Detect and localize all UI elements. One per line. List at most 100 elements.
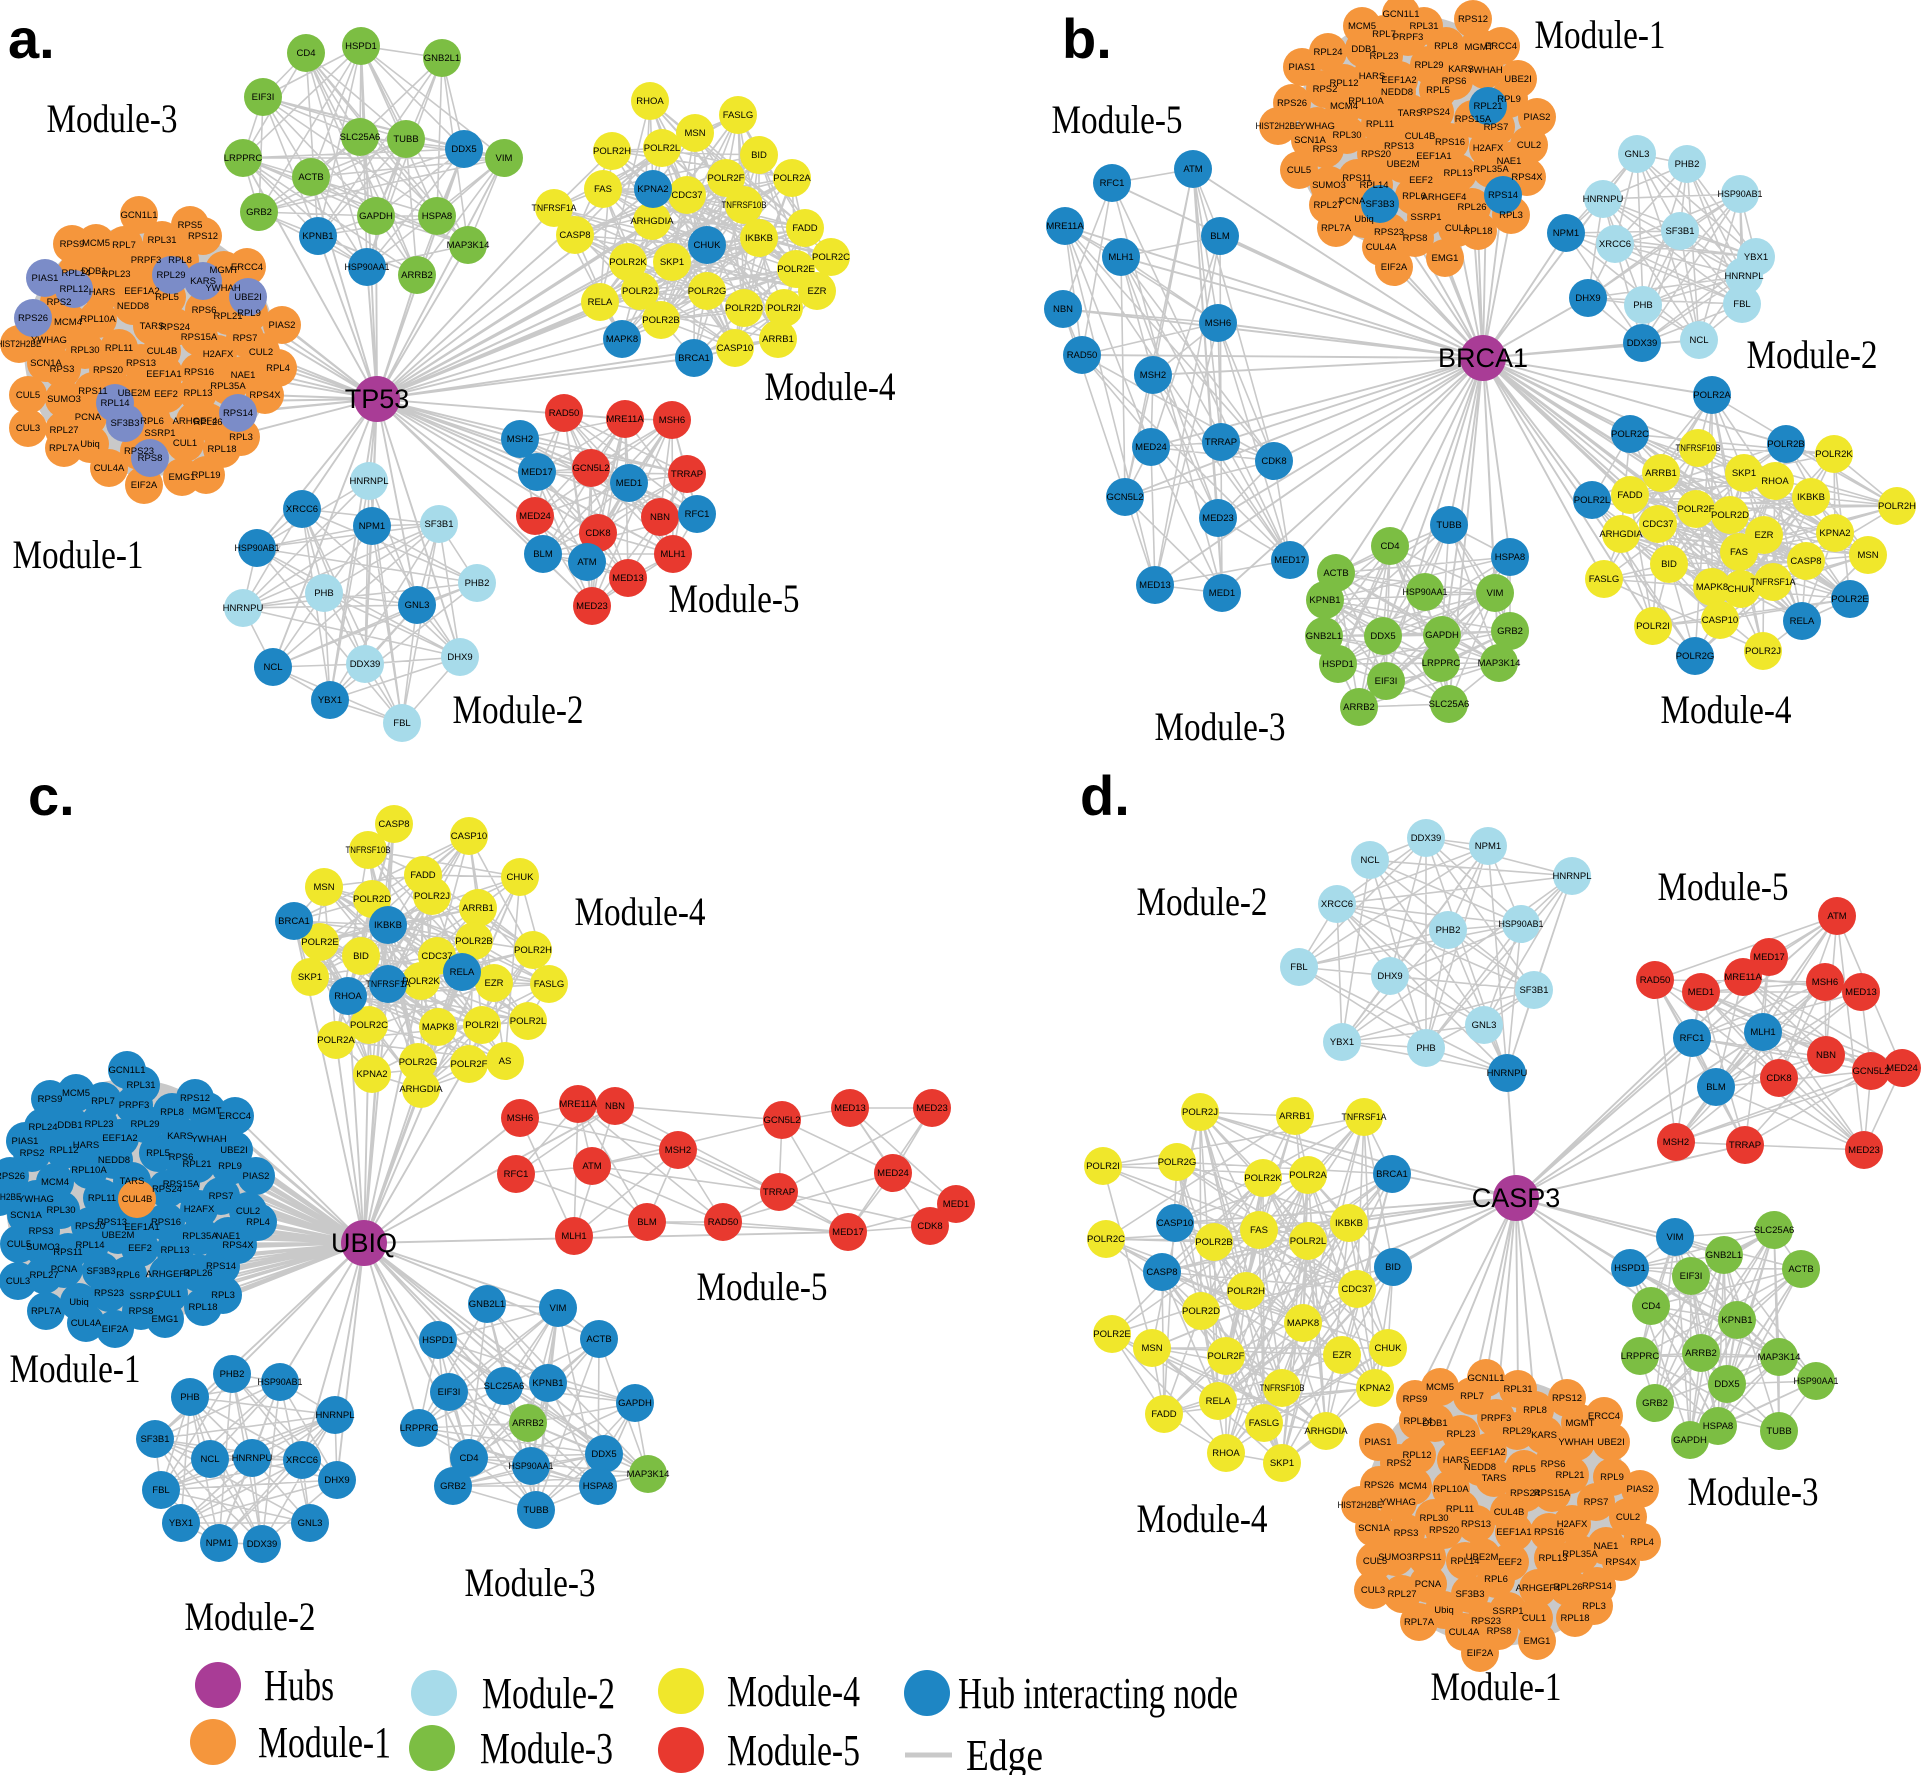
svg-text:RPL31: RPL31 — [1503, 1384, 1532, 1395]
svg-text:TNFRSF1A: TNFRSF1A — [532, 203, 578, 214]
svg-text:HSPA8: HSPA8 — [422, 211, 452, 222]
svg-text:RPS20: RPS20 — [1361, 149, 1391, 160]
svg-text:RPL7: RPL7 — [1372, 29, 1396, 40]
svg-text:CUL3: CUL3 — [6, 1276, 30, 1287]
svg-text:MSH2: MSH2 — [1663, 1137, 1689, 1148]
svg-text:EIF3I: EIF3I — [1680, 1271, 1703, 1282]
svg-text:TUBB: TUBB — [393, 134, 418, 145]
svg-text:CUL4A: CUL4A — [1449, 1627, 1480, 1638]
svg-text:POLR2K: POLR2K — [1244, 1173, 1282, 1184]
svg-text:SSRP1: SSRP1 — [144, 428, 175, 439]
svg-text:FAS: FAS — [1730, 547, 1748, 558]
svg-text:FAS: FAS — [1250, 1225, 1268, 1236]
svg-text:RPS4X: RPS4X — [222, 1240, 254, 1251]
svg-text:RPL30: RPL30 — [70, 345, 99, 356]
svg-text:RPL29: RPL29 — [130, 1119, 159, 1130]
svg-text:TNFRSF10B: TNFRSF10B — [1260, 1383, 1305, 1394]
svg-text:HNRNPL: HNRNPL — [315, 1410, 354, 1421]
svg-text:TRRAP: TRRAP — [1729, 1140, 1761, 1151]
svg-text:ATM: ATM — [577, 557, 596, 568]
svg-text:MED24: MED24 — [519, 511, 551, 522]
svg-text:VIM: VIM — [496, 153, 513, 164]
svg-text:RPL26: RPL26 — [1553, 1582, 1582, 1593]
svg-text:RPL7A: RPL7A — [1321, 223, 1352, 234]
svg-text:POLR2L: POLR2L — [644, 143, 680, 154]
svg-text:RPL13: RPL13 — [1443, 168, 1472, 179]
svg-text:DDB1: DDB1 — [1351, 44, 1376, 55]
svg-text:MGMT: MGMT — [209, 265, 238, 276]
svg-text:CASP10: CASP10 — [451, 831, 487, 842]
svg-text:H2AFX: H2AFX — [1473, 143, 1504, 154]
svg-text:POLR2C: POLR2C — [1611, 429, 1649, 440]
svg-text:TNFRSF1A: TNFRSF1A — [366, 979, 412, 990]
svg-text:RPS24: RPS24 — [152, 1184, 182, 1195]
svg-text:RPL11: RPL11 — [1446, 1504, 1474, 1515]
svg-text:MSH2: MSH2 — [665, 1145, 691, 1156]
svg-text:MSH6: MSH6 — [1812, 977, 1838, 988]
svg-text:CUL5: CUL5 — [1287, 165, 1311, 176]
svg-text:UBIQ: UBIQ — [331, 1228, 397, 1258]
svg-text:EMG1: EMG1 — [1524, 1636, 1551, 1647]
svg-text:POLR2F: POLR2F — [708, 173, 745, 184]
svg-text:RPS26: RPS26 — [1364, 1480, 1394, 1491]
svg-text:TNFRSF10B: TNFRSF10B — [722, 200, 767, 211]
svg-text:MLH1: MLH1 — [561, 1231, 586, 1242]
svg-text:RPS6: RPS6 — [192, 305, 217, 316]
svg-text:RPL18: RPL18 — [1560, 1613, 1589, 1624]
svg-text:Module-5: Module-5 — [1052, 97, 1183, 142]
svg-text:Module-1: Module-1 — [1535, 12, 1666, 57]
svg-text:MED24: MED24 — [877, 1168, 909, 1179]
svg-text:RPL18: RPL18 — [207, 444, 236, 455]
svg-text:RPL23: RPL23 — [1369, 51, 1398, 62]
svg-text:IKBKB: IKBKB — [745, 233, 773, 244]
svg-text:HSPD1: HSPD1 — [345, 41, 377, 52]
svg-text:RHOA: RHOA — [334, 991, 362, 1002]
svg-text:RPL7A: RPL7A — [49, 443, 80, 454]
svg-text:SCN1A: SCN1A — [1358, 1523, 1390, 1534]
svg-text:MCM5: MCM5 — [1426, 1382, 1454, 1393]
svg-text:IKBKB: IKBKB — [374, 920, 402, 931]
svg-text:KPNA2: KPNA2 — [1819, 528, 1850, 539]
svg-text:RELA: RELA — [588, 297, 613, 308]
svg-text:RPL10A: RPL10A — [1348, 96, 1384, 107]
svg-text:GNL3: GNL3 — [1472, 1020, 1497, 1031]
svg-text:NEDD8: NEDD8 — [98, 1155, 130, 1166]
svg-text:RPL9: RPL9 — [1497, 94, 1521, 105]
svg-text:NAE1: NAE1 — [231, 370, 256, 381]
svg-text:RPS8: RPS8 — [129, 1306, 154, 1317]
svg-text:NPM1: NPM1 — [1553, 228, 1579, 239]
svg-text:ACTB: ACTB — [1323, 568, 1348, 579]
svg-text:PIAS1: PIAS1 — [12, 1136, 39, 1147]
svg-text:SKP1: SKP1 — [1270, 1458, 1294, 1469]
svg-text:SUMO3: SUMO3 — [47, 394, 81, 405]
svg-text:GCN5L2: GCN5L2 — [1853, 1066, 1890, 1077]
svg-text:RPL14: RPL14 — [75, 1240, 104, 1251]
svg-text:CDC37: CDC37 — [1642, 519, 1673, 530]
svg-text:SF3B3: SF3B3 — [1365, 199, 1394, 210]
svg-text:GNB2L1: GNB2L1 — [1706, 1250, 1742, 1261]
svg-text:RPL29: RPL29 — [1414, 60, 1443, 71]
svg-text:POLR2D: POLR2D — [725, 303, 763, 314]
svg-text:HNRNPU: HNRNPU — [232, 1453, 273, 1464]
svg-text:RPS3: RPS3 — [1394, 1528, 1419, 1539]
svg-text:MCM4: MCM4 — [1399, 1481, 1427, 1492]
svg-text:TUBB: TUBB — [1766, 1426, 1791, 1437]
svg-text:RPS26: RPS26 — [18, 313, 48, 324]
svg-text:DDX5: DDX5 — [1370, 631, 1395, 642]
svg-text:RPL27: RPL27 — [1387, 1589, 1416, 1600]
svg-text:RPL26: RPL26 — [183, 1268, 212, 1279]
svg-text:POLR2K: POLR2K — [609, 257, 647, 268]
svg-text:POLR2I: POLR2I — [1636, 621, 1670, 632]
svg-text:HSPD1: HSPD1 — [422, 1335, 454, 1346]
svg-text:FADD: FADD — [792, 223, 817, 234]
svg-text:RPL26: RPL26 — [1457, 202, 1486, 213]
svg-text:UBE2I: UBE2I — [1597, 1437, 1624, 1448]
svg-text:POLR2G: POLR2G — [1158, 1157, 1197, 1168]
svg-text:MGMT: MGMT — [1565, 1418, 1594, 1429]
svg-text:RPL3: RPL3 — [211, 1290, 235, 1301]
svg-text:Module-2: Module-2 — [453, 687, 584, 732]
svg-text:GNB2L1: GNB2L1 — [469, 1299, 505, 1310]
svg-text:CASP8: CASP8 — [1790, 556, 1821, 567]
svg-text:HARS: HARS — [89, 287, 115, 298]
svg-text:CHUK: CHUK — [507, 872, 535, 883]
